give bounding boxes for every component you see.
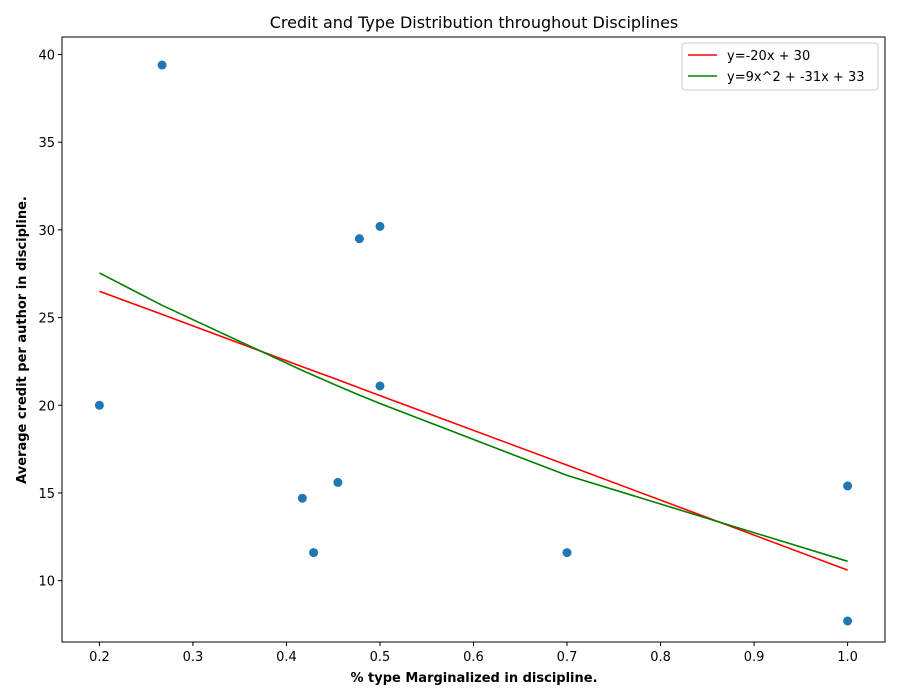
legend-label-linear: y=-20x + 30 xyxy=(727,49,810,64)
data-point xyxy=(843,616,853,626)
x-tick-label: 0.2 xyxy=(89,650,110,665)
x-tick-label: 0.9 xyxy=(744,650,765,665)
chart-title: Credit and Type Distribution throughout … xyxy=(270,13,679,32)
x-tick-label: 0.8 xyxy=(650,650,671,665)
x-tick-label: 0.6 xyxy=(463,650,484,665)
quadratic-fit-line xyxy=(99,272,848,563)
y-axis-ticks: 10 15 20 25 30 35 40 xyxy=(38,49,62,590)
y-tick-label: 20 xyxy=(38,399,55,414)
data-point xyxy=(157,60,167,70)
y-tick-label: 25 xyxy=(38,312,55,327)
y-tick-label: 40 xyxy=(38,49,55,64)
linear-fit-line xyxy=(99,290,848,571)
x-tick-label: 0.4 xyxy=(276,650,297,665)
data-point xyxy=(333,477,343,487)
data-point xyxy=(354,234,364,244)
data-point xyxy=(843,481,853,491)
x-axis-ticks: 0.2 0.3 0.4 0.5 0.6 0.7 0.8 0.9 1.0 xyxy=(89,642,858,665)
y-tick-label: 30 xyxy=(38,224,55,239)
legend-label-quadratic: y=9x^2 + -31x + 33 xyxy=(727,70,865,85)
data-point xyxy=(375,381,385,391)
data-point xyxy=(562,548,572,558)
y-tick-label: 35 xyxy=(38,136,55,151)
plot-area xyxy=(62,37,885,642)
legend: y=-20x + 30 y=9x^2 + -31x + 33 xyxy=(681,42,879,91)
x-tick-label: 1.0 xyxy=(837,650,858,665)
legend-box xyxy=(681,42,879,91)
x-tick-label: 0.3 xyxy=(183,650,204,665)
data-point xyxy=(309,548,319,558)
y-tick-label: 15 xyxy=(38,487,55,502)
y-tick-label: 10 xyxy=(38,575,55,590)
data-points xyxy=(94,60,853,626)
x-axis-label: % type Marginalized in discipline. xyxy=(350,671,597,686)
data-point xyxy=(375,221,385,231)
x-tick-label: 0.7 xyxy=(557,650,578,665)
x-tick-label: 0.5 xyxy=(370,650,391,665)
data-point xyxy=(297,493,307,503)
data-point xyxy=(94,400,104,410)
y-axis-label: Average credit per author in discipline. xyxy=(15,196,30,484)
fit-lines xyxy=(99,272,848,571)
